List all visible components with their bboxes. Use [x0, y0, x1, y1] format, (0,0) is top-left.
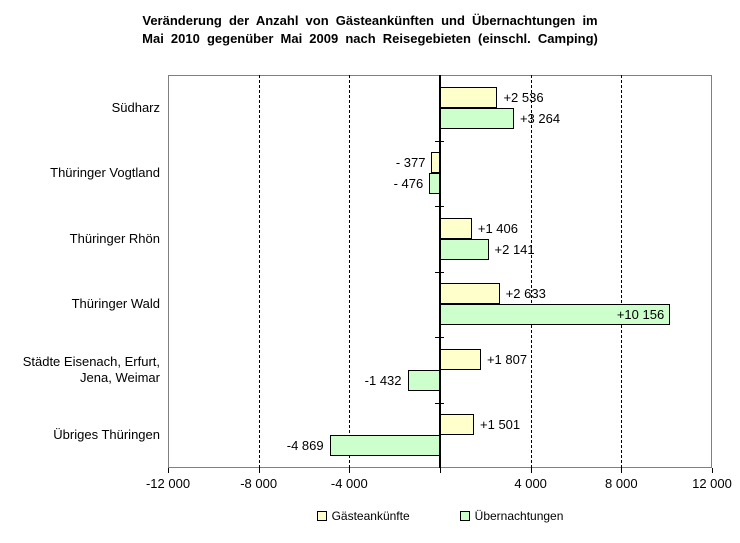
bar-value-label: +1 501	[480, 417, 521, 433]
bar-value-label: +2 141	[494, 241, 535, 257]
bar-value-label: -1 432	[364, 372, 402, 388]
x-tick-label: -8 000	[240, 476, 278, 491]
gridline	[530, 75, 532, 468]
gridline	[258, 75, 260, 468]
legend: Gästeankünfte Übernachtungen	[168, 509, 712, 523]
chart-title: Veränderung der Anzahl von Gästeankünfte…	[0, 12, 740, 48]
bar	[440, 217, 472, 239]
bar-value-label: +2 536	[503, 89, 544, 105]
legend-swatch-icon	[316, 511, 327, 521]
x-tick-label: -12 000	[145, 476, 191, 491]
x-tick-label: 4 000	[514, 476, 547, 491]
bar	[440, 238, 489, 260]
bar-value-label: +1 807	[486, 351, 528, 367]
bar	[329, 435, 440, 457]
chart-title-line2: Mai 2010 gegenüber Mai 2009 nach Reisege…	[142, 31, 598, 46]
legend-label: Übernachtungen	[474, 509, 564, 523]
legend-item: Übernachtungen	[459, 509, 564, 523]
bar-value-label: +2 633	[505, 286, 546, 302]
category-tick	[435, 271, 444, 273]
category-tick	[435, 206, 444, 207]
x-tick-label: -4 000	[330, 476, 368, 491]
bar	[440, 107, 514, 129]
x-axis-tick	[530, 468, 532, 473]
bar	[429, 173, 440, 195]
gridline	[349, 75, 351, 468]
category-label: Städte Eisenach, Erfurt, Jena, Weimar	[22, 353, 160, 385]
x-axis-tick	[440, 468, 441, 473]
category-label: Thüringer Rhön	[69, 230, 160, 246]
x-tick-label: 8 000	[605, 476, 638, 491]
bar	[431, 152, 440, 174]
category-label: Thüringer Wald	[71, 296, 160, 312]
category-tick	[435, 337, 444, 338]
legend-label: Gästeankünfte	[331, 509, 410, 523]
gridline	[621, 75, 623, 468]
category-label: Übriges Thüringen	[53, 427, 160, 443]
bar	[440, 86, 498, 108]
bar-value-label: +1 406	[477, 220, 518, 236]
bar-value-label: +10 156	[616, 307, 665, 323]
x-axis-tick	[168, 468, 169, 473]
legend-swatch-icon	[459, 511, 470, 521]
bar	[440, 348, 481, 370]
x-tick-label: 12 000	[692, 476, 732, 491]
bar	[440, 283, 500, 305]
bar	[440, 304, 671, 326]
bar-value-label: -4 869	[286, 438, 324, 454]
chart-title-line1: Veränderung der Anzahl von Gästeankünfte…	[142, 13, 598, 28]
legend-item: Gästeankünfte	[316, 509, 410, 523]
x-axis-tick	[621, 468, 623, 473]
bar-value-label: +3 264	[519, 110, 561, 126]
bar	[440, 414, 475, 436]
category-label: Südharz	[111, 99, 160, 115]
bar-value-label: - 377	[395, 155, 426, 171]
category-tick	[435, 140, 444, 142]
category-label: Thüringer Vogtland	[50, 165, 160, 181]
bar-value-label: - 476	[393, 176, 424, 192]
category-tick	[435, 402, 444, 404]
x-axis-tick	[258, 468, 260, 473]
x-axis-tick	[712, 468, 713, 473]
bar	[407, 369, 440, 391]
x-axis-tick	[349, 468, 351, 473]
